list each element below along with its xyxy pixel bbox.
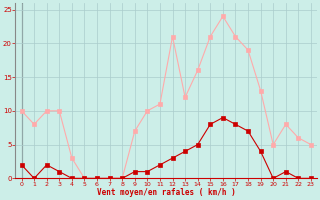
X-axis label: Vent moyen/en rafales ( km/h ): Vent moyen/en rafales ( km/h ) (97, 188, 236, 197)
